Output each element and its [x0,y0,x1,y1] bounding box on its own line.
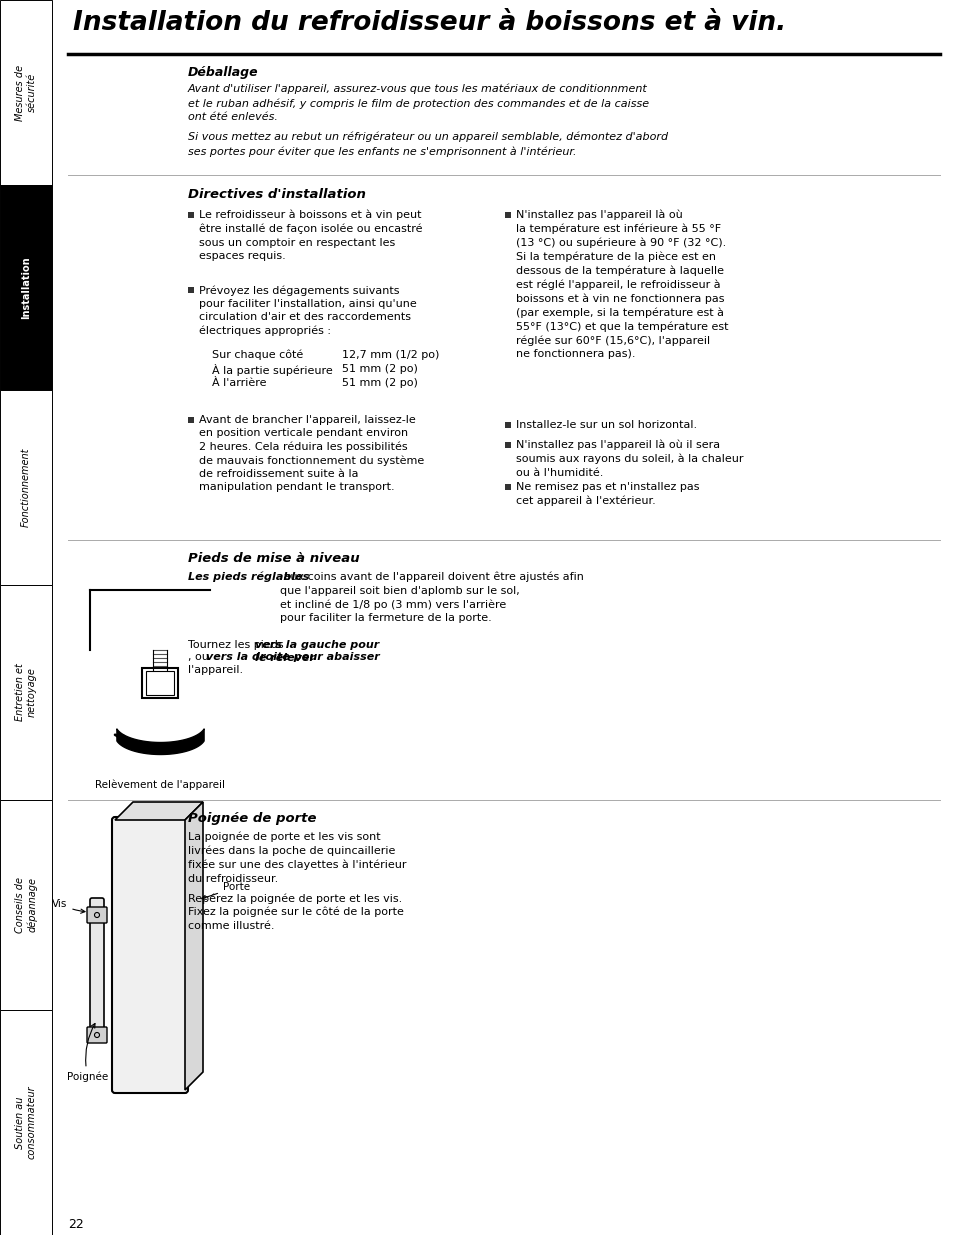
Bar [0,585,52,800]
Polygon shape [185,802,203,1091]
Text: Tournez les pieds: Tournez les pieds [188,640,287,650]
FancyBboxPatch shape [90,898,104,1042]
Text: Sur chaque côté: Sur chaque côté [212,350,303,361]
Text: Vis: Vis [52,899,85,913]
Text: À la partie supérieure: À la partie supérieure [212,364,333,375]
Bar [0,390,52,585]
Text: 51 mm (2 po): 51 mm (2 po) [341,364,417,374]
Bar [188,417,193,424]
Bar [146,671,173,695]
Text: Installation: Installation [21,256,30,319]
Polygon shape [115,802,203,820]
Bar [504,422,511,429]
Text: Ne remisez pas et n'installez pas
cet appareil à l'extérieur.: Ne remisez pas et n'installez pas cet ap… [516,482,699,506]
Text: 12,7 mm (1/2 po): 12,7 mm (1/2 po) [341,350,439,359]
Text: Repérez la poignée de porte et les vis.
Fixez la poignée sur le côté de la porte: Repérez la poignée de porte et les vis. … [188,893,403,931]
Text: Si vous mettez au rebut un réfrigérateur ou un appareil semblable, démontez d'ab: Si vous mettez au rebut un réfrigérateur… [188,132,667,157]
Bar [142,668,178,698]
Bar [0,800,52,1010]
Text: 51 mm (2 po): 51 mm (2 po) [341,378,417,388]
Text: Poignée: Poignée [67,1024,108,1082]
Text: Avant d'utiliser l'appareil, assurez-vous que tous les matériaux de conditionnme: Avant d'utiliser l'appareil, assurez-vou… [188,84,648,122]
FancyBboxPatch shape [112,818,188,1093]
Text: Porte: Porte [202,882,250,899]
Text: Fonctionnement: Fonctionnement [21,448,30,527]
Bar [504,212,511,219]
Text: , ou: , ou [188,652,213,662]
Bar [0,0,52,185]
FancyBboxPatch shape [87,906,107,923]
Text: Poignée de porte: Poignée de porte [188,811,316,825]
Text: Déballage: Déballage [188,65,258,79]
Bar [504,442,511,448]
Text: La poignée de porte et les vis sont
livrées dans la poche de quincaillerie
fixée: La poignée de porte et les vis sont livr… [188,832,406,883]
Bar [188,287,193,293]
Text: N'installez pas l'appareil là où
la température est inférieure à 55 °F
(13 °C) o: N'installez pas l'appareil là où la temp… [516,210,728,359]
Text: Conseils de
dépannage: Conseils de dépannage [15,877,37,932]
Text: Directives d'installation: Directives d'installation [188,188,366,201]
Text: vers la droite pour abaisser: vers la droite pour abaisser [206,652,379,662]
Text: Installez-le sur un sol horizontal.: Installez-le sur un sol horizontal. [516,420,697,430]
Text: Mesures de
sécurité: Mesures de sécurité [15,64,37,121]
Text: Pieds de mise à niveau: Pieds de mise à niveau [188,552,359,564]
Text: Soutien au
consommateur: Soutien au consommateur [15,1086,37,1160]
Text: vers la gauche pour
le relever: vers la gauche pour le relever [254,640,379,663]
Text: aux coins avant de l'appareil doivent être ajustés afin
que l'appareil soit bien: aux coins avant de l'appareil doivent êt… [280,572,583,622]
FancyBboxPatch shape [87,1028,107,1044]
Bar [0,185,52,390]
Text: N'installez pas l'appareil là où il sera
soumis aux rayons du soleil, à la chale: N'installez pas l'appareil là où il sera… [516,440,742,478]
Bar [504,484,511,490]
Text: 22: 22 [68,1218,84,1231]
Text: Les pieds réglables: Les pieds réglables [188,572,309,583]
Text: Relèvement de l'appareil: Relèvement de l'appareil [95,781,225,790]
Text: Entretien et
nettoyage: Entretien et nettoyage [15,663,37,721]
Text: Installation du refroidisseur à boissons et à vin.: Installation du refroidisseur à boissons… [73,10,785,36]
Text: Prévoyez les dégagements suivants
pour faciliter l'installation, ainsi qu'une
ci: Prévoyez les dégagements suivants pour f… [199,285,416,336]
Bar [188,212,193,219]
Text: Avant de brancher l'appareil, laissez-le
en position verticale pendant environ
2: Avant de brancher l'appareil, laissez-le… [199,415,424,493]
Bar [0,1010,52,1235]
Text: Le refroidisseur à boissons et à vin peut
être installé de façon isolée ou encas: Le refroidisseur à boissons et à vin peu… [199,210,422,261]
Text: À l'arrière: À l'arrière [212,378,266,388]
Text: l'appareil.: l'appareil. [188,664,243,676]
